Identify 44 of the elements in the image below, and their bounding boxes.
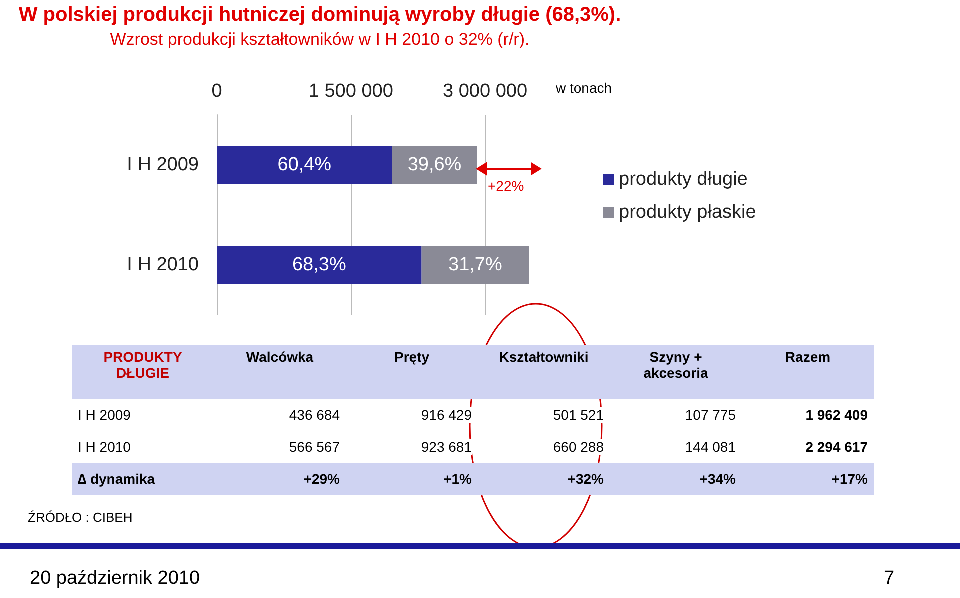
bar <box>217 246 422 284</box>
text: 923 681 <box>421 439 472 455</box>
text: Pręty <box>394 349 430 365</box>
text: +17% <box>832 471 868 487</box>
text: 436 684 <box>289 407 340 423</box>
text: ∆ dynamika <box>78 471 156 487</box>
text: +1% <box>444 471 472 487</box>
bar <box>422 246 530 284</box>
text: ŹRÓDŁO : CIBEH <box>28 510 133 525</box>
text: Szyny + akcesoria <box>644 349 708 381</box>
text: +32% <box>568 471 604 487</box>
chart-title: W polskiej produkcji hutniczej dominują wyroby długie (68,3%). <box>18 4 622 27</box>
text: 566 567 <box>289 439 340 455</box>
legend-label: produkty długie <box>619 169 748 190</box>
text: 916 429 <box>421 407 472 423</box>
text: 501 521 <box>553 407 604 423</box>
text: 2 294 617 <box>806 439 868 455</box>
text: 144 081 <box>685 439 736 455</box>
text: 7 <box>884 568 895 590</box>
bar <box>392 146 478 184</box>
annotation: +22% <box>488 178 524 194</box>
annotation: 68,3% <box>292 254 346 276</box>
text: PRODUKTY DŁUGIE <box>104 349 182 381</box>
text: 660 288 <box>553 439 604 455</box>
text: Walcówka <box>246 349 314 365</box>
annotation: 60,4% <box>278 154 332 176</box>
x-tick-label: 1 500 000 <box>308 81 394 102</box>
text: 107 775 <box>685 407 736 423</box>
text: I H 2010 <box>78 439 131 455</box>
annotation: 39,6% <box>408 154 462 176</box>
text: 20 październik 2010 <box>30 568 200 590</box>
legend-label: produkty płaskie <box>619 202 756 223</box>
text: +29% <box>304 471 340 487</box>
annotation: 31,7% <box>448 254 502 276</box>
text: Razem <box>785 349 831 365</box>
text: Kształtowniki <box>499 349 589 365</box>
chart-subtitle: Wzrost produkcji kształtowników w I H 2010 o 32% (r/r). <box>109 30 531 50</box>
text: w tonach <box>556 80 612 96</box>
bar <box>217 146 392 184</box>
text: +34% <box>700 471 736 487</box>
x-tick-label: 3 000 000 <box>443 81 528 102</box>
x-tick-label: 0 <box>212 81 222 102</box>
text: I H 2009 <box>78 407 131 423</box>
text: 1 962 409 <box>806 407 868 423</box>
